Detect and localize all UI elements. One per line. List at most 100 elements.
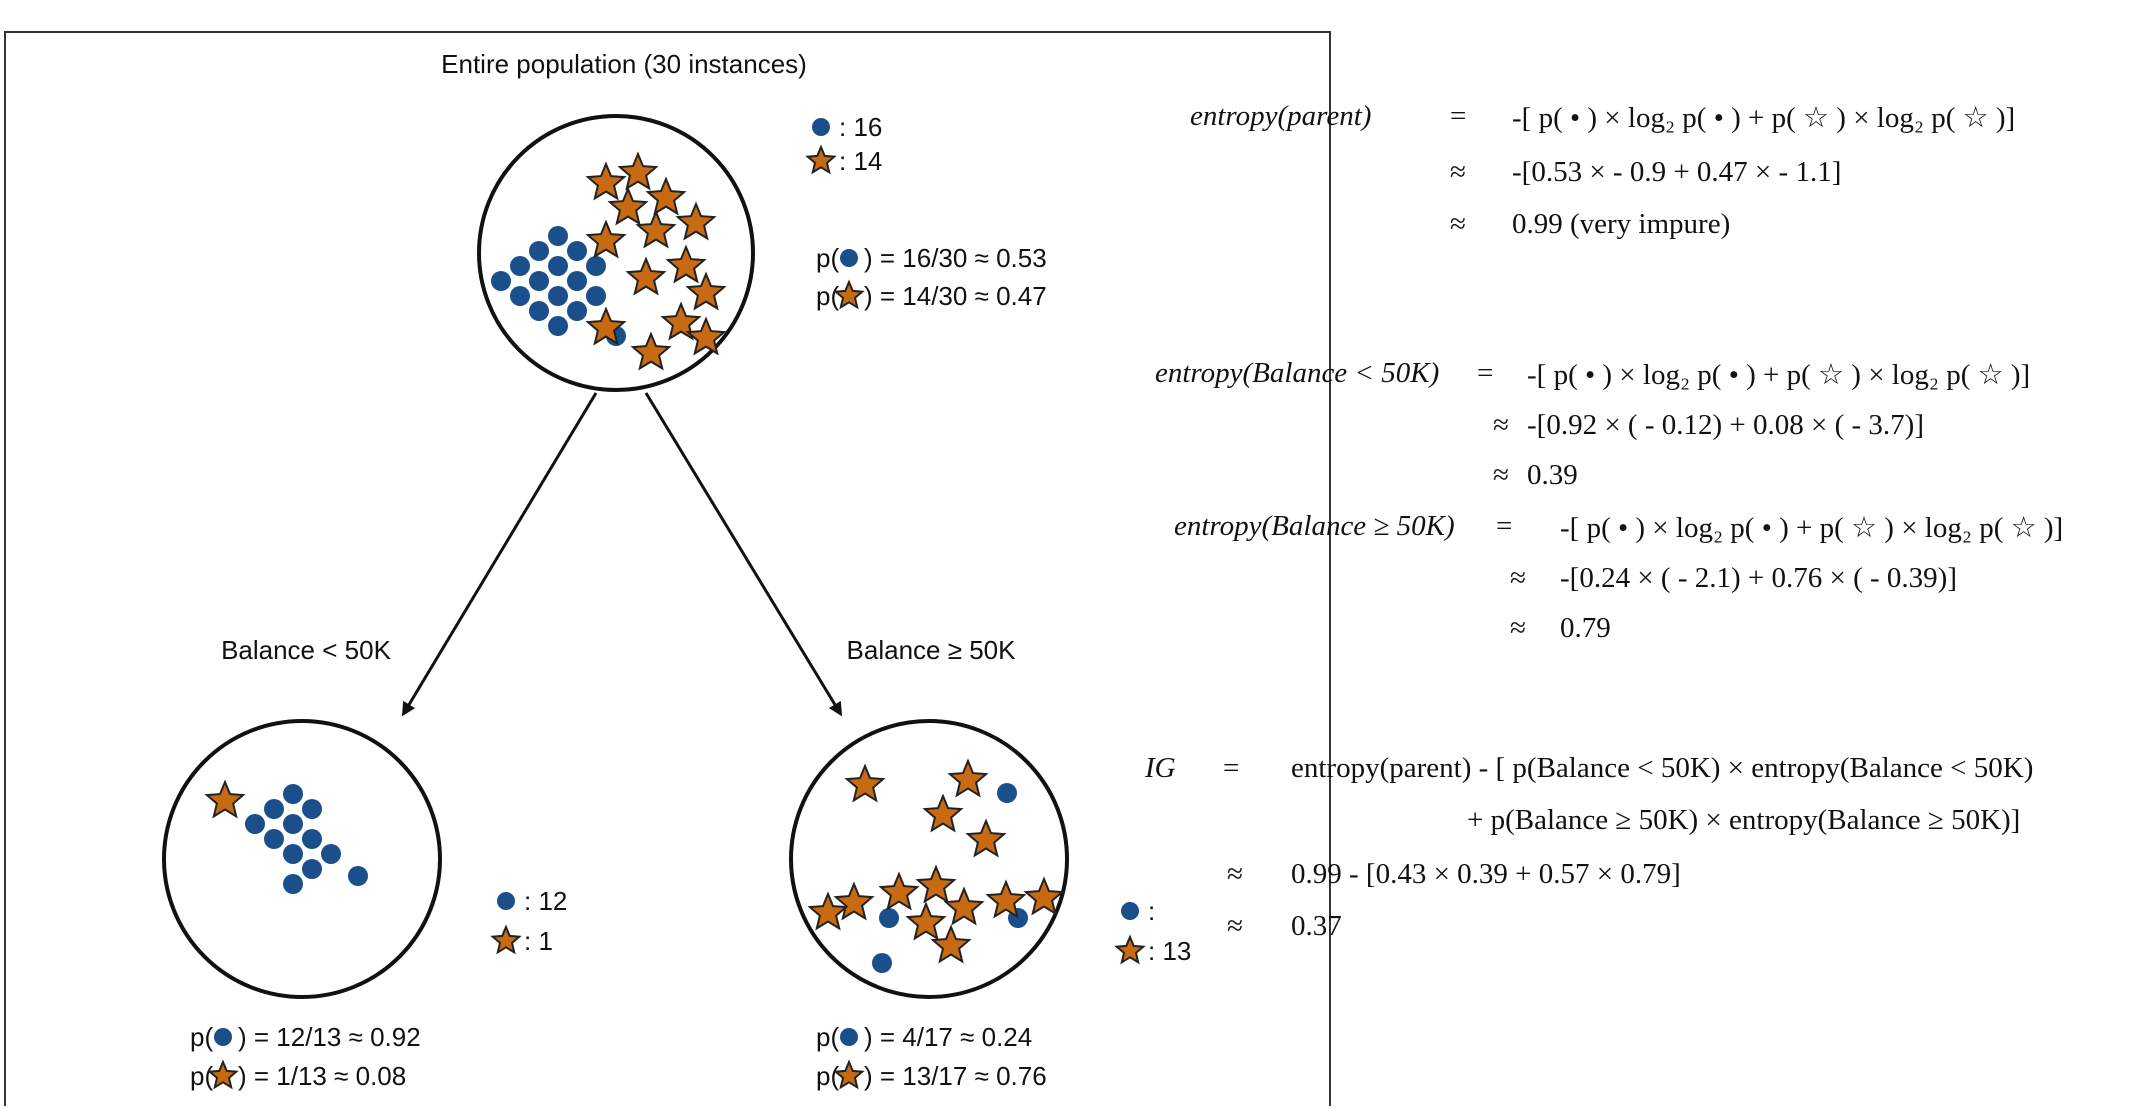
entropy-left-substituted: -[0.92 × ( - 0.12) + 0.08 × ( - 3.7)] [1527,409,1924,441]
star-icon [965,818,1007,858]
entropy-left-equation: entropy(Balance < 50K) = -[ p( • ) × log… [1155,357,2140,497]
entropy-right-equals: = [1496,510,1513,542]
dot-icon [529,241,549,261]
dot-icon [567,271,587,291]
entropy-left-formula: -[ p( • ) × log₂ p( • ) + p( ☆ ) × log₂ … [1527,359,2031,391]
right-dot-legend-icon [1121,902,1139,920]
ig-formula-line-2: + p(Balance ≥ 50K) × entropy(Balance ≥ 5… [1467,804,2021,836]
edge-root-to-left [401,392,598,717]
entropy-right-equation: entropy(Balance ≥ 50K) = -[ p( • ) × log… [1174,510,2140,650]
star-icon [905,901,947,941]
left-p-dot-prefix: p( [190,1022,213,1052]
ig-approx-2: ≈ [1227,910,1243,942]
dot-icon [997,783,1017,803]
left-star-count: : 1 [524,926,553,956]
root-dot-count: : 16 [839,112,882,142]
root-title: Entire population (30 instances) [441,49,807,79]
edge-root-to-right [644,392,843,717]
decision-tree-panel: Entire population (30 instances) : 16 : … [4,31,1331,1106]
right-node-marks [807,758,1065,973]
dot-icon [321,844,341,864]
entropy-parent-approx-2: ≈ [1450,208,1466,240]
left-p-star-value: ) = 1/13 ≈ 0.08 [238,1061,406,1091]
star-icon [943,886,985,926]
left-node-marks [204,779,368,894]
star-icon [685,271,727,311]
entropy-left-approx-1: ≈ [1493,409,1509,441]
entropy-parent-approx-1: ≈ [1450,156,1466,188]
right-star-legend-icon [1114,934,1146,965]
star-icon [947,758,989,798]
ig-approx-1: ≈ [1227,858,1243,890]
entropy-parent-result: 0.99 (very impure) [1512,208,1731,240]
star-icon [617,151,659,191]
star-icon [585,161,627,201]
right-p-dot-prefix: p( [816,1022,839,1052]
dot-icon [586,256,606,276]
ig-equals: = [1223,752,1240,784]
entropy-right-substituted: -[0.24 × ( - 2.1) + 0.76 × ( - 0.39)] [1560,562,1957,594]
right-p-dot-icon [840,1028,858,1046]
star-icon [930,924,972,964]
entropy-left-approx-2: ≈ [1493,459,1509,491]
root-node-marks [491,151,727,371]
root-p-star-value: ) = 14/30 ≈ 0.47 [864,281,1047,311]
entropy-parent-lhs: entropy(parent) [1190,100,1372,132]
right-node-circle [789,719,1069,999]
right-title: Balance ≥ 50K [847,635,1017,665]
right-p-star-prefix: p( [816,1061,839,1091]
left-p-star-icon [207,1059,239,1090]
decision-tree-diagram: Entire population (30 instances) : 16 : … [162,49,1191,1091]
ig-substituted: 0.99 - [0.43 × 0.39 + 0.57 × 0.79] [1291,858,1681,890]
left-star-legend-icon [490,924,522,955]
star-icon [204,779,246,819]
star-icon [915,864,957,904]
dot-icon [548,226,568,246]
dot-icon [302,799,322,819]
left-p-star-prefix: p( [190,1061,213,1091]
entropy-parent-formula: -[ p( • ) × log₂ p( • ) + p( ☆ ) × log₂ … [1512,102,2016,134]
dot-icon [510,286,530,306]
star-icon [922,793,964,833]
star-icon [625,256,667,296]
ig-lhs: IG [1145,752,1176,784]
dot-icon [548,256,568,276]
right-dot-count: : [1148,896,1155,926]
left-p-star-icon [207,1059,239,1090]
left-title: Balance < 50K [221,635,392,665]
star-icon [844,763,886,803]
star-icon [645,176,687,216]
star-icon [685,316,727,356]
star-icon [878,871,920,911]
right-p-dot-value: ) = 4/17 ≈ 0.24 [864,1022,1032,1052]
star-icon [665,244,707,284]
information-gain-equation: IG = entropy(parent) - [ p(Balance < 50K… [1145,752,2140,952]
root-p-dot-value: ) = 16/30 ≈ 0.53 [864,243,1047,273]
dot-icon [879,908,899,928]
star-legend-icon [805,144,837,175]
star-icon [807,891,849,931]
left-p-dot-icon [214,1028,232,1046]
root-p-dot-icon [840,249,858,267]
star-icon [833,881,875,921]
entropy-left-lhs: entropy(Balance < 50K) [1155,357,1440,389]
star-icon [985,879,1027,919]
dot-icon [872,953,892,973]
dot-icon [302,829,322,849]
root-p-star-icon [833,279,865,310]
star-icon [630,331,672,371]
root-p-star-prefix: p( [816,281,839,311]
root-p-star-icon [833,279,865,310]
entropy-left-equals: = [1477,357,1494,389]
dot-icon [567,241,587,261]
left-dot-legend-icon [497,892,515,910]
dot-icon [567,301,587,321]
star-icon [607,186,649,226]
entropy-right-result: 0.79 [1560,612,1611,644]
left-star-legend-icon [490,924,522,955]
entropy-parent-equation: entropy(parent) = -[ p( • ) × log₂ p( • … [1190,100,2140,260]
star-icon [585,219,627,259]
star-icon [1023,876,1065,916]
dot-icon [348,866,368,886]
entropy-right-lhs: entropy(Balance ≥ 50K) [1174,510,1455,542]
